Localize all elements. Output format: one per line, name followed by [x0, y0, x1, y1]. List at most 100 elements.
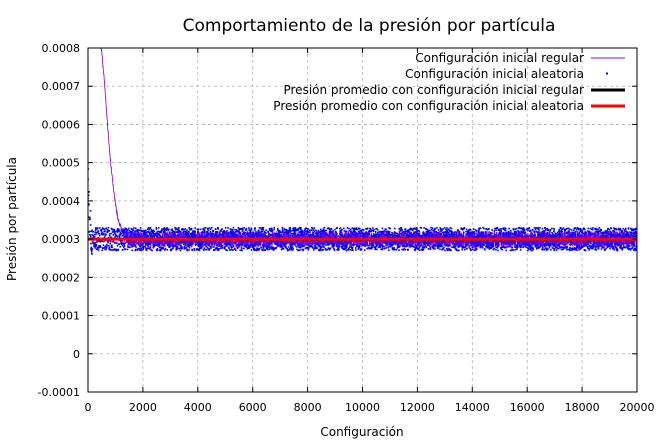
- data-point: [486, 242, 488, 244]
- data-point: [146, 231, 148, 233]
- data-point: [602, 241, 605, 244]
- data-point: [448, 235, 451, 238]
- data-point: [100, 233, 103, 236]
- data-point: [111, 244, 113, 247]
- data-point: [397, 235, 400, 238]
- data-point: [533, 227, 536, 229]
- data-point: [450, 249, 452, 252]
- data-point: [188, 236, 191, 238]
- data-point: [292, 248, 294, 250]
- data-point: [527, 243, 530, 246]
- data-point: [273, 247, 276, 249]
- data-point: [338, 248, 340, 250]
- data-point: [189, 240, 192, 243]
- data-point: [541, 227, 544, 230]
- data-point: [432, 247, 435, 250]
- data-point: [416, 229, 419, 232]
- data-point: [616, 234, 618, 237]
- data-point: [183, 245, 186, 248]
- data-point: [104, 235, 106, 237]
- data-point: [615, 242, 618, 244]
- data-point: [539, 235, 542, 238]
- data-point: [546, 249, 548, 251]
- data-point: [145, 247, 147, 250]
- data-point: [590, 241, 592, 244]
- data-point: [598, 243, 601, 246]
- data-point: [172, 230, 174, 232]
- data-point: [250, 231, 252, 234]
- data-point: [280, 241, 283, 243]
- data-point: [623, 245, 625, 248]
- data-point: [96, 241, 98, 243]
- data-point: [208, 227, 211, 229]
- data-point: [214, 233, 217, 236]
- data-point: [268, 227, 271, 230]
- data-point: [432, 229, 435, 232]
- data-point: [208, 249, 210, 251]
- data-point: [153, 240, 156, 243]
- data-point: [611, 242, 614, 245]
- data-point: [559, 246, 561, 249]
- data-point: [111, 246, 113, 249]
- data-point: [164, 228, 166, 230]
- data-point: [375, 245, 378, 248]
- data-point: [408, 236, 410, 238]
- data-point: [302, 241, 305, 244]
- data-point: [536, 243, 539, 245]
- data-point: [544, 240, 547, 242]
- data-point: [510, 232, 513, 234]
- data-point: [136, 233, 139, 236]
- data-point: [163, 230, 166, 233]
- data-point: [631, 235, 634, 237]
- data-point: [449, 244, 451, 247]
- data-point: [185, 230, 188, 232]
- data-point: [445, 247, 448, 250]
- data-point: [105, 227, 108, 230]
- data-point: [388, 230, 391, 233]
- data-point: [190, 243, 193, 246]
- data-point: [503, 240, 506, 242]
- data-point: [243, 232, 246, 235]
- data-point: [261, 244, 264, 246]
- data-point: [467, 231, 469, 233]
- data-point: [214, 228, 217, 230]
- data-point: [116, 231, 119, 233]
- data-point: [225, 232, 227, 235]
- data-point: [316, 247, 318, 250]
- data-point: [363, 249, 366, 251]
- data-point: [128, 231, 130, 234]
- data-point: [620, 231, 623, 233]
- data-point: [613, 235, 615, 237]
- data-point: [121, 242, 123, 245]
- data-point: [484, 231, 487, 233]
- data-point: [598, 233, 600, 235]
- data-point: [446, 249, 449, 252]
- data-point: [338, 245, 341, 248]
- data-point: [109, 242, 112, 245]
- data-point: [570, 247, 572, 250]
- data-point: [498, 240, 501, 243]
- data-point: [468, 229, 470, 231]
- data-point: [505, 242, 507, 244]
- data-point: [233, 236, 236, 238]
- data-point: [351, 227, 354, 229]
- data-point: [182, 236, 184, 238]
- data-point: [374, 246, 377, 248]
- data-point: [308, 236, 311, 238]
- data-point: [245, 245, 247, 247]
- data-point: [635, 245, 637, 248]
- data-point: [527, 229, 529, 232]
- data-point: [89, 210, 92, 212]
- data-point: [463, 226, 466, 229]
- data-point: [546, 228, 549, 230]
- data-point: [239, 249, 242, 252]
- data-point: [429, 232, 431, 234]
- data-point: [415, 228, 418, 231]
- data-point: [257, 234, 259, 237]
- data-point: [495, 243, 498, 246]
- data-point: [483, 227, 485, 230]
- data-point: [497, 244, 500, 247]
- data-point: [469, 234, 471, 236]
- data-point: [319, 233, 322, 236]
- data-point: [412, 242, 415, 244]
